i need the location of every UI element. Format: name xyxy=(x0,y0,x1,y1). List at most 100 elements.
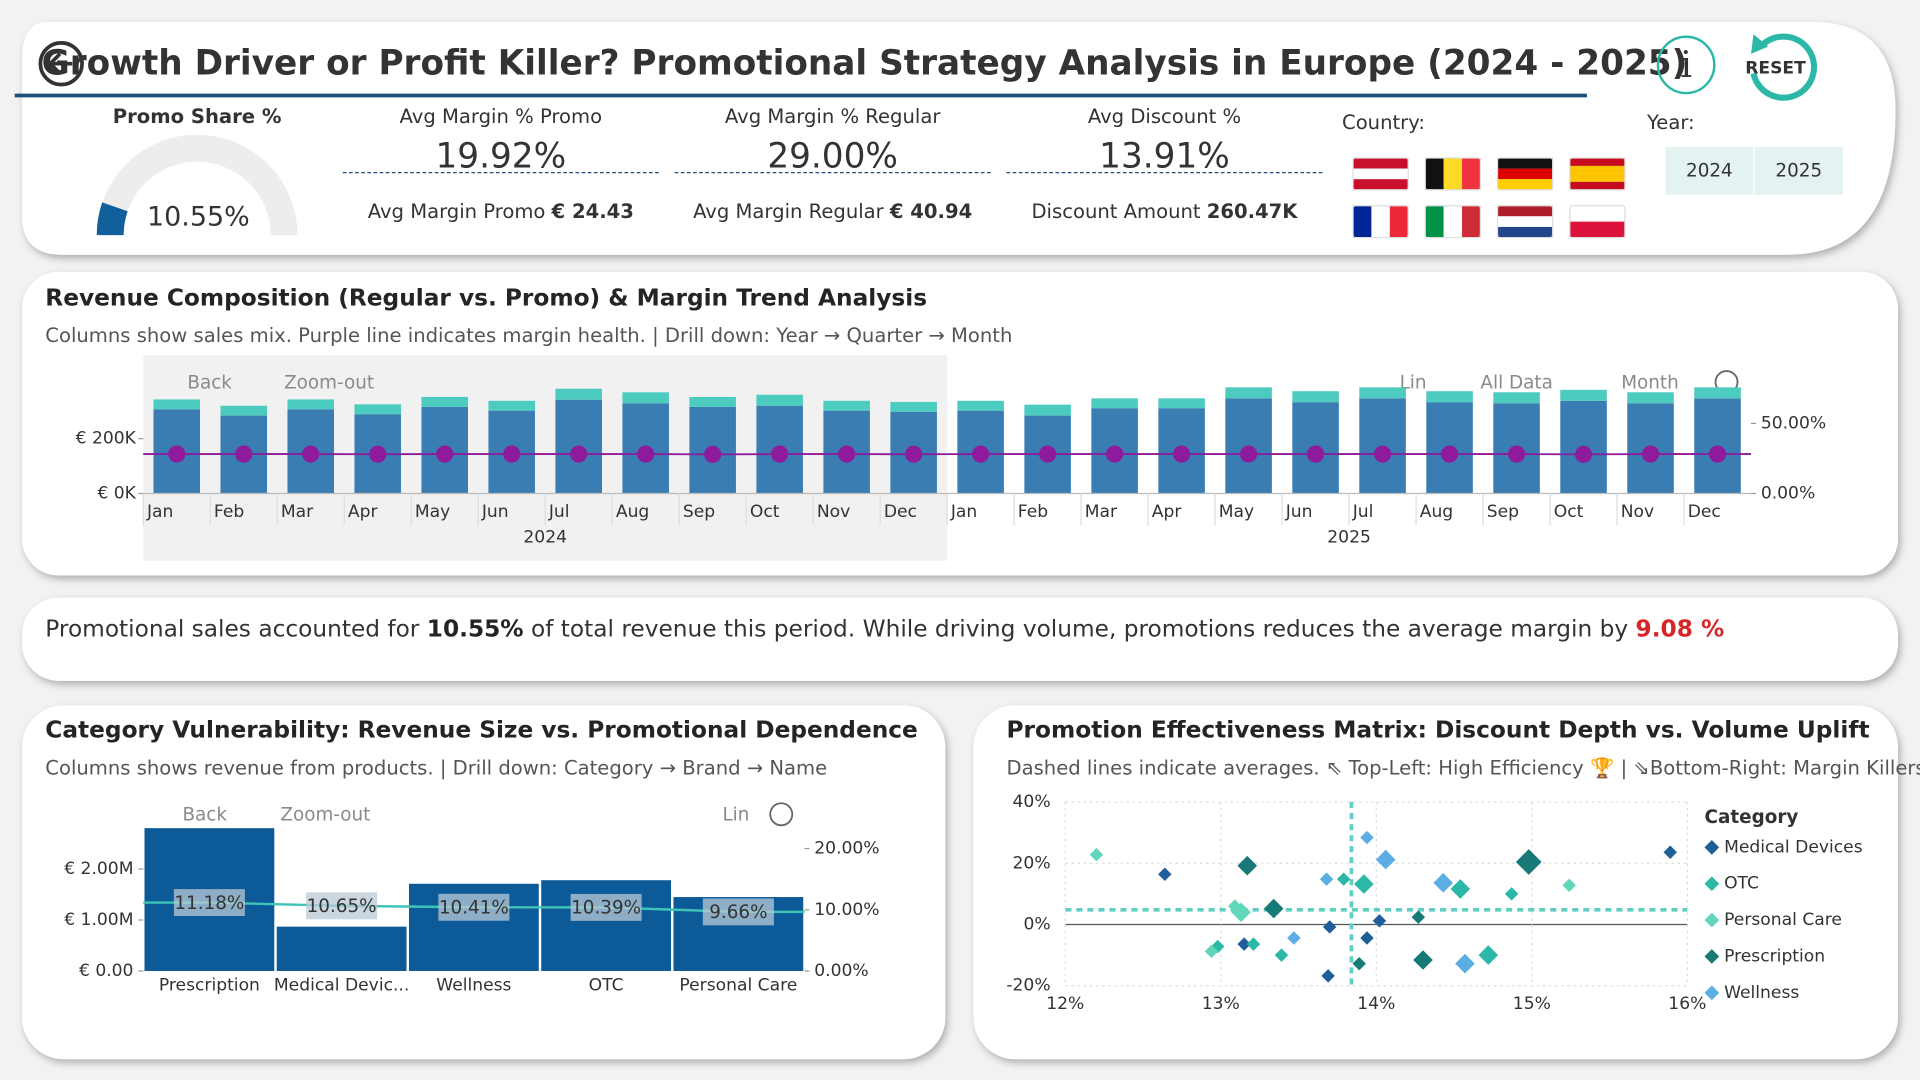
flag-border[interactable] xyxy=(1352,205,1409,239)
y2-tick-label: 0.00% xyxy=(1761,483,1815,503)
legend-label[interactable]: Personal Care xyxy=(1724,910,1842,930)
x-tick-label: Nov xyxy=(817,502,850,522)
flag-stripe[interactable] xyxy=(1497,216,1553,227)
flag-stripe[interactable] xyxy=(1353,168,1409,180)
margin-point xyxy=(637,445,655,463)
flag-stripe[interactable] xyxy=(1497,179,1553,190)
kpi-value: 19.92% xyxy=(435,136,566,176)
legend-label[interactable]: Medical Devices xyxy=(1724,837,1863,857)
flag-stripe[interactable] xyxy=(1462,205,1481,238)
flag-border[interactable] xyxy=(1569,205,1626,239)
back-icon[interactable] xyxy=(38,41,84,87)
legend-label[interactable]: OTC xyxy=(1724,874,1759,894)
flag-stripe[interactable] xyxy=(1353,179,1409,190)
flag-stripe[interactable] xyxy=(1497,226,1553,238)
data-label-box xyxy=(173,889,245,917)
help-icon[interactable] xyxy=(769,802,794,827)
flag[interactable] xyxy=(1496,205,1554,239)
legend-marker[interactable] xyxy=(1704,949,1720,964)
toolbar-button[interactable]: All Data xyxy=(1480,372,1552,393)
flag[interactable] xyxy=(1352,205,1409,239)
margin-point xyxy=(1240,445,1258,463)
scatter-point xyxy=(1504,887,1519,901)
flag-stripe[interactable] xyxy=(1462,157,1481,190)
back-arrow[interactable] xyxy=(47,52,73,75)
reset-ring[interactable] xyxy=(1750,33,1818,101)
margin-point xyxy=(436,445,454,463)
flag-stripe[interactable] xyxy=(1497,157,1553,169)
flag-border[interactable] xyxy=(1569,157,1626,191)
flag-stripe[interactable] xyxy=(1425,157,1444,190)
margin-point xyxy=(1641,445,1660,463)
flag-stripe[interactable] xyxy=(1497,205,1553,217)
flag-stripe[interactable] xyxy=(1569,181,1625,190)
flag-stripe[interactable] xyxy=(1443,205,1463,238)
flag-border[interactable] xyxy=(1496,205,1554,239)
flag[interactable] xyxy=(1569,205,1626,239)
flag-stripe[interactable] xyxy=(1569,165,1625,174)
legend-marker[interactable] xyxy=(1704,876,1720,892)
flag-stripe[interactable] xyxy=(1569,173,1625,182)
flag-border[interactable] xyxy=(1424,205,1482,239)
scatter-point xyxy=(1319,872,1334,886)
x-tick-label: Jan xyxy=(146,502,173,522)
margin-point xyxy=(503,445,521,463)
flag-stripe[interactable] xyxy=(1569,221,1625,238)
margin-point xyxy=(905,445,923,463)
scatter-point xyxy=(1455,953,1475,974)
country-filter[interactable] xyxy=(1352,157,1626,239)
scatter-point xyxy=(1158,867,1172,882)
legend-marker[interactable] xyxy=(1704,912,1720,928)
legend-label[interactable]: Prescription xyxy=(1724,946,1825,966)
legend-label[interactable]: Wellness xyxy=(1724,983,1799,1003)
margin-point xyxy=(1173,445,1191,463)
flag[interactable] xyxy=(1496,157,1554,191)
x-tick-label: May xyxy=(415,502,450,522)
year-label[interactable]: 2024 xyxy=(1686,160,1733,181)
year-button[interactable] xyxy=(1665,146,1754,195)
x-tick-label: Jul xyxy=(1352,502,1374,522)
gauge xyxy=(96,134,298,236)
margin-point xyxy=(168,445,186,463)
x-tick-label: Aug xyxy=(616,502,649,522)
flag-border[interactable] xyxy=(1424,157,1482,191)
toolbar-button[interactable]: Lin xyxy=(722,805,749,826)
reset-arrow[interactable] xyxy=(1751,34,1769,54)
flag-stripe[interactable] xyxy=(1443,157,1463,190)
flag[interactable] xyxy=(1352,157,1409,191)
legend-marker[interactable] xyxy=(1704,840,1720,855)
x-tick-label: Personal Care xyxy=(679,976,797,996)
year-filter[interactable]: 2024 2025 xyxy=(1665,146,1843,195)
toolbar-button[interactable]: Back xyxy=(182,805,227,826)
x-tick-label: 13% xyxy=(1202,994,1240,1014)
flag-stripe[interactable] xyxy=(1425,205,1444,238)
flag-stripe[interactable] xyxy=(1497,168,1553,180)
reset-label[interactable]: RESET xyxy=(1745,59,1806,79)
flag-stripe[interactable] xyxy=(1353,157,1409,169)
filter-label: Country: xyxy=(1342,111,1425,134)
toolbar-button[interactable]: Zoom-out xyxy=(280,805,370,826)
flag-stripe[interactable] xyxy=(1569,205,1625,222)
flag[interactable] xyxy=(1569,157,1626,191)
bar xyxy=(1024,404,1071,416)
flag-border[interactable] xyxy=(1352,157,1409,191)
toolbar-button[interactable]: Back xyxy=(187,372,232,393)
info-icon[interactable] xyxy=(1656,35,1716,95)
flag-stripe[interactable] xyxy=(1371,205,1390,238)
flag-border[interactable] xyxy=(1496,157,1554,191)
back-button[interactable] xyxy=(38,41,84,87)
toolbar-button[interactable]: Month xyxy=(1621,372,1679,393)
toolbar-button[interactable]: Lin xyxy=(1400,372,1427,393)
flag[interactable] xyxy=(1424,205,1482,239)
legend-marker[interactable] xyxy=(1704,985,1720,1001)
info-glyph[interactable]: i xyxy=(1680,43,1692,86)
flag-stripe[interactable] xyxy=(1569,157,1625,166)
flag-stripe[interactable] xyxy=(1353,205,1372,238)
year-label[interactable]: 2025 xyxy=(1775,160,1822,181)
flag[interactable] xyxy=(1424,157,1482,191)
reset-button[interactable]: RESET xyxy=(1745,33,1818,101)
flag-stripe[interactable] xyxy=(1389,205,1409,238)
toolbar-button[interactable]: Zoom-out xyxy=(284,372,374,393)
info-button[interactable]: i xyxy=(1656,35,1716,95)
year-button[interactable] xyxy=(1754,146,1843,195)
